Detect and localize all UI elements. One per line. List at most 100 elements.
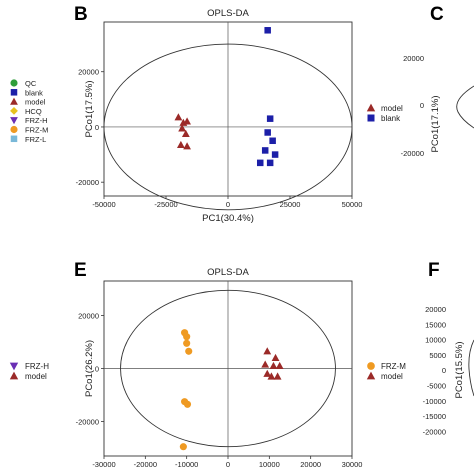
x-tick-label: 0 [226,460,230,469]
panel-f-ytick-label: 0 [442,366,446,375]
legend-marker-model [10,97,18,105]
data-point-blank [264,129,271,136]
legend-label-frz-l: FRZ-L [25,135,46,144]
data-point-frz-m [183,400,192,408]
legend-label-frz-m: FRZ-M [25,126,48,135]
panel-f-ytick-label: 15000 [425,320,446,329]
legend-label-model: model [381,372,403,381]
panel-f-ytick-label: -10000 [423,397,446,406]
data-point-model [174,113,183,121]
panel-f-ytick-label: -20000 [423,427,446,436]
y-tick-label: 0 [95,123,99,132]
data-point-frz-m [183,333,191,341]
data-point-model [263,347,272,355]
y-tick-label: -20000 [76,178,99,187]
panel-f-ytick-label: -5000 [427,382,446,391]
data-point-model [271,353,280,362]
legend-label-qc: QC [25,79,37,88]
data-point-blank [261,147,269,154]
panel-f-ytick-label: -15000 [423,412,446,421]
legend-marker-frz-h [9,362,19,371]
legend-label-model: model [25,98,46,107]
data-point-blank [264,27,271,34]
y-axis-label: PCo1(26.2%) [84,340,95,397]
legend-label-frz-h: FRZ-H [25,362,49,371]
x-tick-label: 0 [226,200,230,209]
legend-label-frz-m: FRZ-M [381,362,406,371]
x-tick-label: -50000 [92,200,115,209]
data-point-model [178,124,187,132]
panel-c-ytick-label: -20000 [401,149,424,158]
legend-marker-model [9,371,19,380]
data-point-model [181,129,190,137]
confidence-ellipse [120,289,336,448]
x-axis-label: PC1(30.4%) [202,213,254,224]
x-tick-label: 10000 [259,460,280,469]
data-point-blank [266,115,274,122]
data-point-blank [256,159,264,167]
data-point-blank [266,159,274,167]
panel-f-ytick-label: 10000 [425,336,446,345]
panel-f-ytick-label: 20000 [425,305,446,314]
panel-f: F PCo1(15.5%) 20000 15000 10000 5000 0 -5000 -… [423,260,465,436]
data-point-model [275,361,284,369]
y-tick-label: 20000 [78,311,99,320]
y-tick-label: -20000 [76,418,99,427]
y-axis-label: PCo1(17.5%) [84,80,95,137]
legend-marker-hcq [10,107,18,115]
legend-label-blank: blank [25,88,43,97]
data-point-model [273,372,282,380]
legend-label-hcq: HCQ [25,107,42,116]
legend-label-model: model [381,104,403,113]
legend-marker-blank [367,114,375,122]
data-point-blank [269,137,276,145]
x-tick-label: -10000 [175,460,198,469]
data-point-frz-m [179,443,187,451]
panel-f-ylabel: PCo1(15.5%) [454,341,465,398]
panel-label-b: B [74,4,88,25]
y-tick-label: 0 [95,365,99,374]
x-tick-label: -20000 [134,460,157,469]
panel-f-ytick-label: 5000 [429,351,446,360]
legend-marker-qc [10,79,18,87]
panel-c-ytick-label: 20000 [403,54,424,63]
chart-title: OPLS-DA [207,8,249,19]
panel-label-e: E [74,260,87,281]
panel-e: E -30000 -20000 -10000 0 10000 20000 30000 2000… [74,260,406,474]
data-point-model [269,361,278,369]
legend-label-model: model [25,372,47,381]
legend-marker-frz-h [10,117,18,125]
panel-c-ytick-label: 0 [420,101,424,110]
x-tick-label: 30000 [342,460,363,469]
data-point-blank [271,151,279,158]
legend-marker-blank [10,89,18,96]
legend-marker-frz-m [367,362,375,370]
data-point-model [183,142,191,150]
panel-c-yticks: 20000 0 -20000 [401,54,424,158]
legend-marker-frz-m [10,125,18,134]
legend-marker-model [366,371,376,380]
data-point-model [263,369,272,377]
legend-marker-model [366,103,376,112]
data-point-model [176,140,185,149]
panel-f-yticks: 20000 15000 10000 5000 0 -5000 -10000 -15000 -20… [423,305,446,436]
data-point-frz-m [183,339,191,347]
data-point-model [183,117,191,125]
x-tick-label: 50000 [342,200,363,209]
panel-c-ylabel: PCo1(17.1%) [430,95,441,152]
x-tick-label: 25000 [280,200,301,209]
legend-label-frz-h: FRZ-H [25,116,48,125]
legend-label-blank: blank [381,114,401,123]
panel-b: B -50000 -25000 0 25000 50000 20000 0 -20000 OPL… [74,4,403,224]
y-tick-label: 20000 [78,68,99,77]
panel-c: C PCo1(17.1%) 20000 0 -20000 [401,4,444,158]
panel-label-f: F [428,260,440,281]
data-point-model [267,372,276,380]
chart-title: OPLS-DA [207,267,249,278]
data-point-frz-m [185,347,193,355]
x-tick-label: -30000 [92,460,115,469]
panel-label-c: C [430,4,444,25]
